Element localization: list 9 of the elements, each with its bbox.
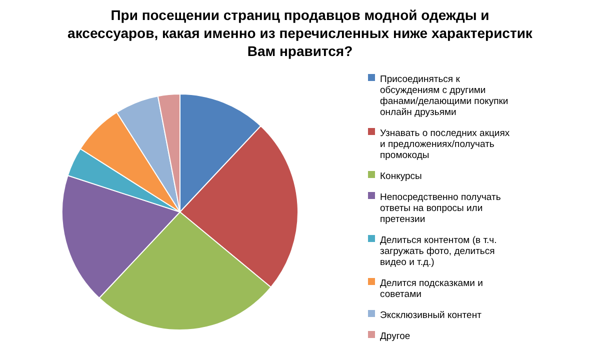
legend-label: Узнавать о последних акциях и предложениях/получать промокоды	[380, 128, 510, 161]
legend-label: Присоединяться к обсуждениям с другими фанами/делающими покупки онлайн друзьями	[380, 74, 508, 118]
legend-label: Другое	[380, 331, 410, 342]
legend-label: Эксклюзивный контент	[380, 310, 482, 321]
chart-title: При посещении страниц продавцов модной одежды и аксессуаров, какая именно из перечисленных ниже характеристик Вам нравится?	[68, 7, 534, 59]
legend-label: Непосредственно получать ответы на вопросы или претензии	[380, 192, 501, 225]
legend-label: Конкурсы	[380, 171, 422, 182]
legend-label: Делится подсказками и советами	[380, 278, 483, 300]
legend-label: Делиться контентом (в т.ч. загружать фото, делиться видео и т.д.)	[380, 235, 497, 268]
